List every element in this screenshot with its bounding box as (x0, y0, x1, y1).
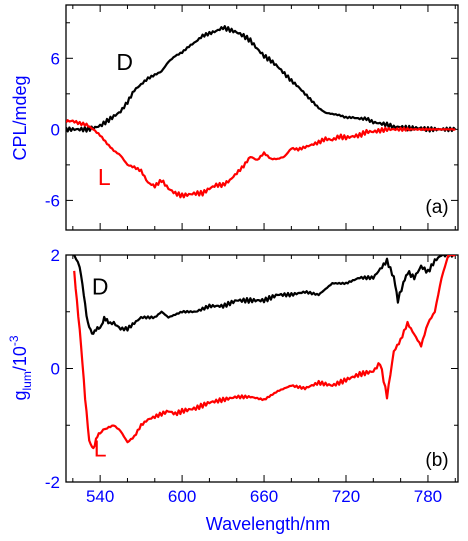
x-tick-label: 660 (250, 487, 278, 506)
panel-b-series (73, 255, 456, 450)
x-tick-label: 600 (168, 487, 196, 506)
y-tick-label: -2 (45, 473, 60, 492)
panel-a-frame (65, 4, 459, 231)
x-tick-label: 540 (86, 487, 114, 506)
series-label-D: D (92, 274, 109, 300)
series-label-L: L (94, 435, 107, 461)
y-tick-label: -6 (45, 191, 60, 210)
panel-a: 60-6 (a) CPL/mdeg DL (10, 4, 459, 231)
panel-b-ytick-labels: 2 0 -2 (45, 246, 60, 492)
ylabel-main: g (10, 391, 30, 401)
panel-b-ylabel: glum/10-3 (7, 335, 34, 400)
panel-b: 2 0 -2 540 600 660 720 780 (b) glum/10-3 Wavel… (7, 246, 459, 534)
ylabel-sup: -3 (7, 335, 21, 346)
x-tick-label: 780 (414, 487, 442, 506)
ylabel-sub: lum (20, 371, 34, 390)
series-label-D: D (116, 49, 133, 75)
series-line-D (73, 255, 456, 335)
panel-b-grid-and-ticks (66, 254, 458, 483)
series-line-D (66, 25, 456, 133)
series-line-L (66, 119, 456, 199)
panel-a-ytick-labels: 6 0 -6 (45, 49, 60, 210)
x-tick-label: 720 (332, 487, 360, 506)
panel-b-series-labels: DL (92, 274, 109, 462)
panel-b-label: (b) (425, 450, 448, 471)
panel-b-frame (65, 254, 459, 483)
panel-a-series (66, 25, 456, 199)
y-tick-label: 0 (51, 360, 60, 379)
panel-a-label: (a) (425, 197, 448, 218)
series-label-L: L (98, 164, 111, 190)
x-axis-label: Wavelength/nm (206, 514, 330, 534)
y-tick-label: 2 (51, 246, 60, 265)
series-line-L (73, 255, 456, 450)
ylabel-rest: /10 (10, 346, 30, 371)
y-tick-label: 6 (51, 49, 60, 68)
y-tick-label: 0 (51, 120, 60, 139)
panel-b-xtick-labels: 540 600 660 720 780 (86, 487, 442, 506)
panel-a-ylabel: CPL/mdeg (10, 75, 30, 160)
panel-a-series-labels: DL (98, 49, 133, 190)
panel-a-grid-and-ticks (66, 5, 458, 230)
